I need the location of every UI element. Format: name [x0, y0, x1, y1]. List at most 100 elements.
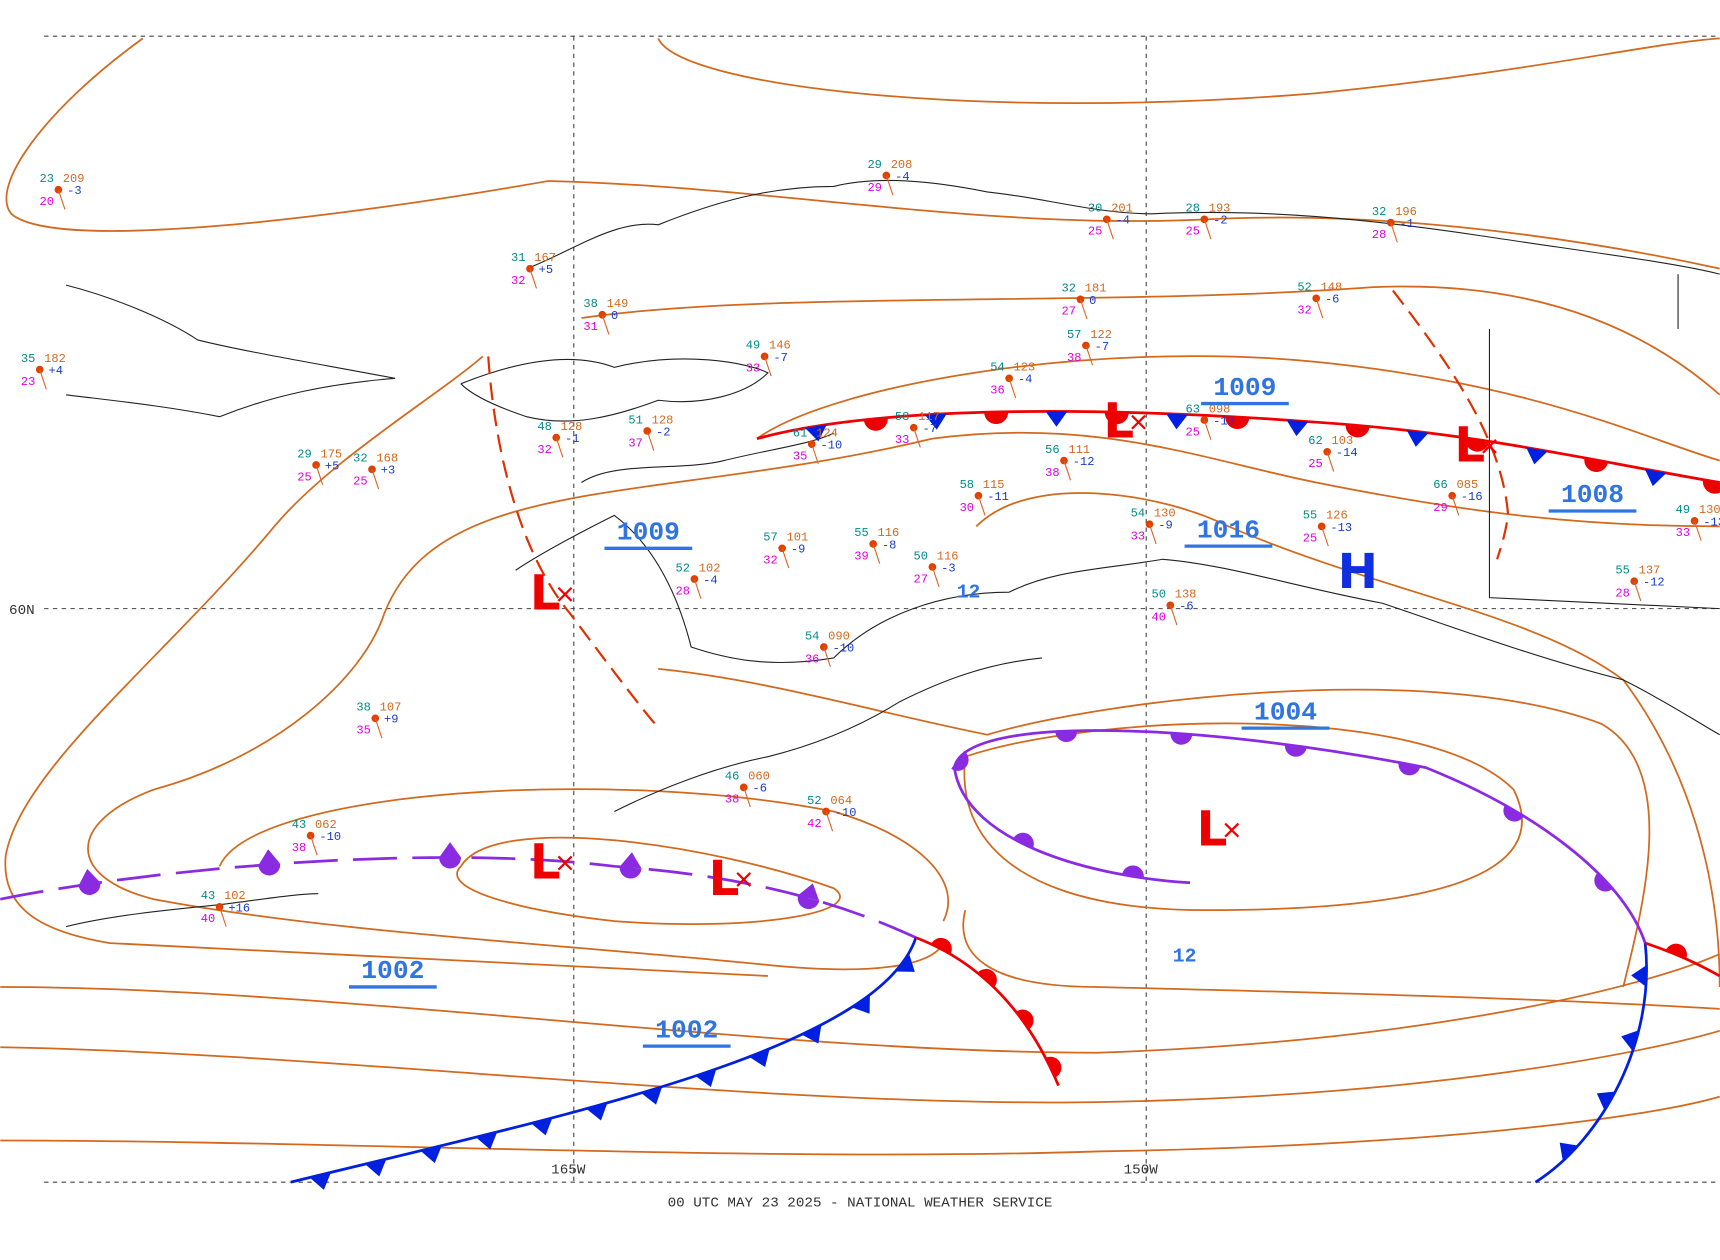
center-x — [1224, 822, 1240, 838]
station: 55 126 25 -13 — [1303, 509, 1352, 547]
station-barb — [1321, 526, 1329, 547]
station-tendency: 0 — [1089, 294, 1096, 308]
station-barb — [1326, 451, 1335, 472]
station-barb — [1079, 299, 1088, 320]
station-barb — [743, 787, 751, 808]
low-center: L — [1454, 418, 1485, 474]
front-triangle — [586, 1102, 608, 1121]
station: 52 102 28 -4 — [676, 561, 721, 599]
station: 49 146 33 -7 — [746, 339, 791, 377]
front-triangle — [1621, 1030, 1640, 1052]
station-barb — [555, 437, 564, 458]
station-barb — [1169, 605, 1178, 626]
front-triangle — [619, 852, 642, 869]
station-temp: 49 — [1676, 503, 1690, 517]
station-temp: 32 — [353, 452, 367, 466]
pressure-label: 1008 — [1561, 480, 1624, 510]
station-pressure: 060 — [748, 770, 770, 784]
station-pressure: 182 — [44, 352, 66, 366]
station-barb — [57, 189, 66, 210]
station-dot — [368, 465, 376, 474]
station: 50 138 40 -6 — [1151, 588, 1197, 626]
station-dewpoint: 25 — [353, 475, 367, 489]
station-tendency: -11 — [987, 490, 1009, 504]
station-barb — [1203, 219, 1212, 240]
station-tendency: -6 — [1179, 600, 1193, 614]
front-semicircle — [1104, 411, 1129, 425]
station-barb — [764, 356, 772, 377]
station-tendency: -6 — [1325, 293, 1339, 307]
station: 38 149 31 0 — [583, 297, 628, 335]
station-temp: 55 — [1615, 564, 1629, 578]
station-barb — [1633, 581, 1642, 602]
station-dewpoint: 35 — [793, 449, 807, 463]
front-semicircle — [931, 937, 952, 954]
station: 28 193 25 -2 — [1185, 202, 1231, 240]
front-semicircle — [1045, 1056, 1062, 1078]
station-dewpoint: 32 — [763, 554, 777, 568]
station-barb — [1106, 219, 1114, 240]
front-triangle — [258, 849, 281, 866]
station-barb — [1203, 419, 1212, 440]
station-tendency: -1 — [565, 432, 579, 446]
station-barb — [931, 566, 940, 587]
station-dewpoint: 29 — [867, 181, 881, 195]
grid-label: 150W — [1124, 1162, 1159, 1178]
front-triangle — [309, 1172, 331, 1190]
station-barb — [646, 430, 655, 451]
front-semicircle — [1594, 872, 1613, 892]
station-pressure: 137 — [1639, 564, 1661, 578]
station-pressure: 193 — [1209, 202, 1231, 216]
station-dewpoint: 38 — [292, 841, 306, 855]
station-pressure: 115 — [983, 478, 1005, 492]
station-barb — [811, 443, 819, 465]
center-x — [736, 872, 752, 887]
grid — [44, 35, 1720, 1183]
station-temp: 52 — [807, 794, 821, 808]
station-temp: 62 — [1308, 434, 1322, 448]
pressure-label: 1009 — [1213, 373, 1276, 403]
station-temp: 61 — [793, 426, 807, 440]
station-dewpoint: 31 — [583, 320, 597, 334]
station: 43 062 38 -10 — [292, 818, 341, 856]
station-dewpoint: 32 — [511, 274, 525, 288]
grid-label: 60N — [9, 603, 35, 619]
station-dot — [371, 714, 380, 723]
low-center: L — [1197, 801, 1228, 857]
station-temp: 52 — [1297, 281, 1311, 295]
low-center: L — [1103, 394, 1134, 450]
front-semicircle — [1398, 762, 1421, 776]
station: 35 182 23 +4 — [21, 352, 66, 390]
station-dewpoint: 27 — [914, 572, 928, 586]
station-dewpoint: 38 — [1045, 466, 1059, 480]
station-dewpoint: 25 — [1185, 225, 1199, 239]
station-pressure: 064 — [830, 794, 852, 808]
station-pressure: 138 — [1175, 588, 1197, 602]
station-temp: 23 — [40, 172, 54, 186]
station-temp: 29 — [297, 447, 311, 461]
front-triangle — [365, 1159, 387, 1177]
station-dot — [1060, 456, 1068, 465]
station-dewpoint: 38 — [725, 793, 739, 807]
front-semicircle — [258, 863, 281, 876]
front-triangle — [924, 413, 947, 430]
station-tendency: -13 — [1703, 515, 1720, 529]
station-tendency: +4 — [49, 364, 63, 378]
station-barb — [1315, 298, 1324, 319]
station-barb — [1148, 524, 1157, 545]
occluded-front — [0, 856, 917, 939]
station-dewpoint: 40 — [1151, 611, 1165, 625]
station-barb — [219, 906, 227, 927]
station-dot — [1317, 522, 1326, 531]
front-semicircle — [1055, 730, 1078, 743]
station: 61 124 35 -10 — [793, 426, 842, 465]
high-center: H — [1338, 544, 1378, 600]
station-tendency: -2 — [656, 425, 670, 439]
front-semicircle — [977, 968, 997, 988]
station-tendency: -4 — [1116, 214, 1130, 228]
front-triangle — [801, 1024, 822, 1044]
station: 58 115 30 -11 — [960, 478, 1009, 516]
front-triangle — [641, 1086, 663, 1105]
station-tendency: -3 — [67, 184, 81, 198]
station: 32 196 28 -1 — [1372, 205, 1417, 243]
